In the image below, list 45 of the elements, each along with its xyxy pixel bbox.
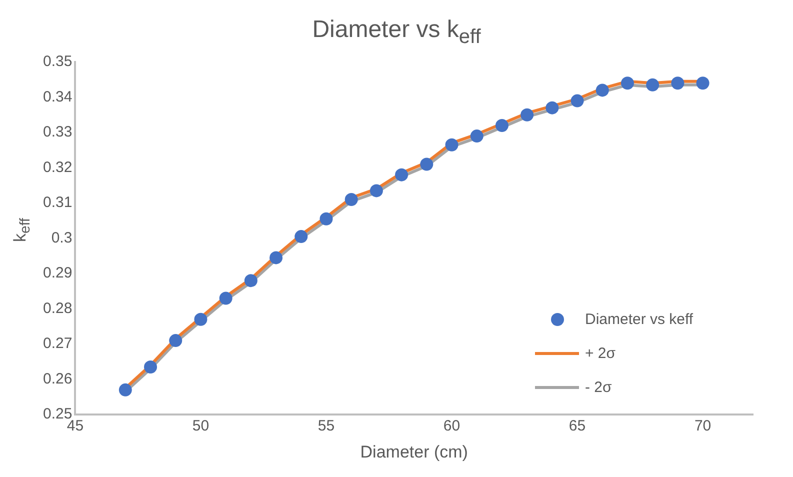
y-tick-label: 0.26 — [42, 370, 72, 388]
x-tick-label: 60 — [443, 418, 460, 435]
point — [420, 158, 434, 171]
point — [620, 76, 634, 90]
point — [520, 108, 534, 122]
point — [294, 230, 308, 244]
point — [320, 212, 333, 226]
point — [270, 251, 283, 264]
x-axis-title: Diameter (cm) — [360, 442, 468, 462]
y-tick-label: 0.32 — [42, 158, 72, 176]
point — [671, 76, 684, 90]
x-tick-label: 55 — [318, 418, 335, 435]
point — [470, 130, 484, 143]
point — [219, 292, 232, 305]
x-tick-label: 45 — [66, 418, 84, 435]
point — [118, 383, 132, 396]
point — [244, 274, 258, 288]
y-tick-label: 0.27 — [42, 335, 72, 352]
point — [495, 118, 508, 132]
point — [546, 101, 559, 114]
legend-label: Diameter vs keff — [585, 311, 694, 328]
y-tick-label: 0.3 — [51, 229, 72, 246]
y-tick-label: 0.34 — [42, 88, 72, 106]
y-tick-label: 0.28 — [42, 300, 72, 317]
legend-label: + 2σ — [585, 345, 616, 362]
point — [395, 168, 408, 182]
point — [445, 138, 458, 152]
x-tick-label: 50 — [192, 418, 210, 435]
point — [169, 334, 182, 348]
point — [194, 312, 208, 326]
y-tick-label: 0.35 — [42, 53, 72, 70]
x-tick-label: 65 — [568, 418, 586, 435]
point — [596, 84, 609, 97]
y-tick-label: 0.33 — [42, 124, 72, 141]
point — [696, 76, 710, 90]
y-tick-label: 0.31 — [42, 194, 72, 212]
y-tick-label: 0.29 — [42, 264, 72, 282]
legend-label: - 2σ — [585, 379, 612, 396]
point — [570, 94, 584, 108]
point — [646, 78, 660, 92]
point — [144, 360, 158, 374]
point — [344, 193, 358, 206]
chart-title: Diameter vs k$_{eff}$ — [311, 16, 482, 49]
point — [370, 184, 383, 198]
x-tick-label: 70 — [694, 418, 712, 435]
